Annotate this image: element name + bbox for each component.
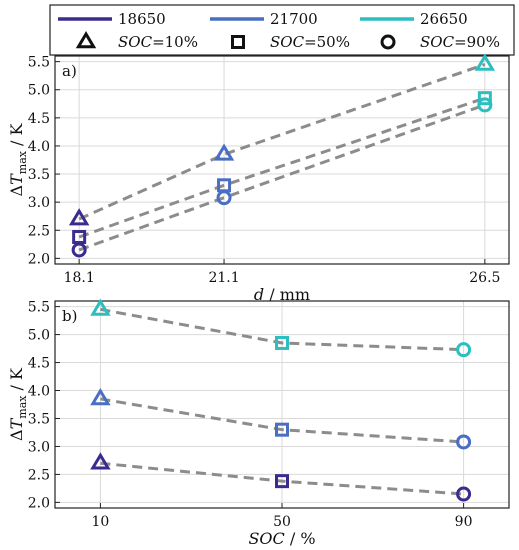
legend-soc-label-circle: SOC=90% <box>420 33 500 51</box>
panel-a-y-tick-label: 4.0 <box>28 139 50 155</box>
panel-b-series-line <box>100 397 464 444</box>
panel-b-x-tick-label: 10 <box>91 514 109 530</box>
panel-a-point <box>474 53 496 71</box>
legend-marker-circle <box>380 34 396 50</box>
legend-soc-label-square: SOC=50% <box>270 33 350 51</box>
legend-marker-square <box>231 35 245 49</box>
panel-a-point <box>477 91 492 106</box>
panel-a-point <box>213 143 235 161</box>
panel-b-y-axis-label: ΔTmax / K <box>7 367 29 441</box>
panel-a-series-line <box>78 103 486 252</box>
panel-a-plot: 18.1 21.1 26.5 2.0 2.5 3.0 3.5 4.0 4.5 5.0 5.5 a) d … <box>7 53 510 304</box>
panel-b-panel-label: b) <box>62 307 77 325</box>
panel-a-y-tick-label: 5.0 <box>28 83 50 99</box>
panel-b-series-line <box>100 461 464 496</box>
legend-marker-triangle <box>75 31 97 49</box>
panel-b-y-tick-label: 2.5 <box>28 467 50 483</box>
panel-a-x-tick-label: 26.5 <box>469 270 500 286</box>
legend-label-21700: 21700 <box>270 10 318 28</box>
panel-a-x-axis-label: d / mm <box>254 285 310 304</box>
panel-a-series-line <box>78 96 486 239</box>
panel-b-x-axis-label: SOC / % <box>248 529 315 548</box>
panel-b-point <box>456 434 472 450</box>
panel-a-y-tick-label: 3.0 <box>28 195 50 211</box>
panel-b-point <box>275 335 289 350</box>
panel-b-point <box>90 298 111 316</box>
panel-b-x-tick-label: 90 <box>455 514 473 530</box>
panel-b-y-tick-label: 2.0 <box>28 495 50 511</box>
legend-soc-label-triangle: SOC=10% <box>118 33 198 51</box>
legend-label-18650: 18650 <box>118 10 166 28</box>
panel-a-y-tick-label: 4.5 <box>28 111 50 127</box>
panel-a-series-line <box>78 63 486 221</box>
panel-b-y-tick-label: 5.5 <box>28 300 50 316</box>
panel-a-point <box>477 97 493 113</box>
legend-frame <box>49 4 515 56</box>
panel-b-y-tick-label: 4.0 <box>28 384 50 400</box>
panel-a-y-tick-label: 3.5 <box>28 167 50 183</box>
panel-b-point <box>90 452 111 470</box>
panel-b-series-line <box>100 307 464 352</box>
legend-label-26650: 26650 <box>420 10 468 28</box>
panel-b-point <box>90 387 111 406</box>
panel-b-y-tick-label: 3.5 <box>28 411 50 427</box>
panel-b-x-tick-label: 50 <box>273 514 291 530</box>
panel-b-plot: 10 50 90 2.0 2.5 3.0 3.5 4.0 4.5 5.0 5.5 b) SOC / % Δ… <box>7 298 510 548</box>
panel-b-point <box>456 342 472 358</box>
panel-b-point <box>275 474 289 489</box>
panel-b-y-tick-label: 5.0 <box>28 328 50 344</box>
panel-a-y-tick-label: 5.5 <box>28 55 50 71</box>
panel-b-y-tick-label: 4.5 <box>28 356 50 372</box>
panel-b-point <box>456 486 472 502</box>
panel-b-y-tick-label: 3.0 <box>28 439 50 455</box>
panel-b-point <box>275 422 289 437</box>
panel-a-y-tick-label: 2.0 <box>28 251 50 267</box>
panel-a-frame <box>54 55 510 265</box>
panel-a-panel-label: a) <box>62 62 77 80</box>
panel-a-x-tick-label: 21.1 <box>208 270 239 286</box>
panel-a-point <box>71 242 87 258</box>
panel-a-x-tick-label: 18.1 <box>64 270 95 286</box>
panel-a-y-axis-label: ΔTmax / K <box>7 122 29 196</box>
panel-a-point <box>68 208 90 226</box>
legend: 18650 21700 26650 SOC=10% SOC=50% SOC=90% <box>49 4 515 56</box>
panel-a-point <box>216 190 232 206</box>
panel-a-y-tick-label: 2.5 <box>28 223 50 239</box>
